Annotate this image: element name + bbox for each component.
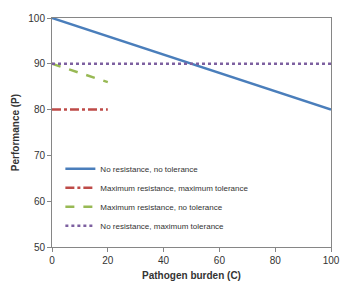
svg-text:100: 100 <box>323 255 340 266</box>
svg-text:Maximum resistance, maximum to: Maximum resistance, maximum tolerance <box>100 184 248 193</box>
svg-text:40: 40 <box>158 255 170 266</box>
svg-text:80: 80 <box>270 255 282 266</box>
svg-text:80: 80 <box>34 104 46 115</box>
svg-text:No resistance, maximum toleran: No resistance, maximum tolerance <box>100 222 224 231</box>
svg-text:70: 70 <box>34 150 46 161</box>
svg-text:50: 50 <box>34 242 46 253</box>
svg-text:60: 60 <box>214 255 226 266</box>
svg-text:Maximum resistance, no toleran: Maximum resistance, no tolerance <box>100 203 222 212</box>
svg-text:No resistance, no tolerance: No resistance, no tolerance <box>100 165 198 174</box>
svg-text:100: 100 <box>28 13 45 24</box>
svg-text:60: 60 <box>34 196 46 207</box>
svg-text:20: 20 <box>102 255 114 266</box>
svg-text:0: 0 <box>49 255 55 266</box>
svg-text:Pathogen burden (C): Pathogen burden (C) <box>142 270 241 281</box>
svg-text:Performance (P): Performance (P) <box>10 94 21 171</box>
svg-text:90: 90 <box>34 58 46 69</box>
